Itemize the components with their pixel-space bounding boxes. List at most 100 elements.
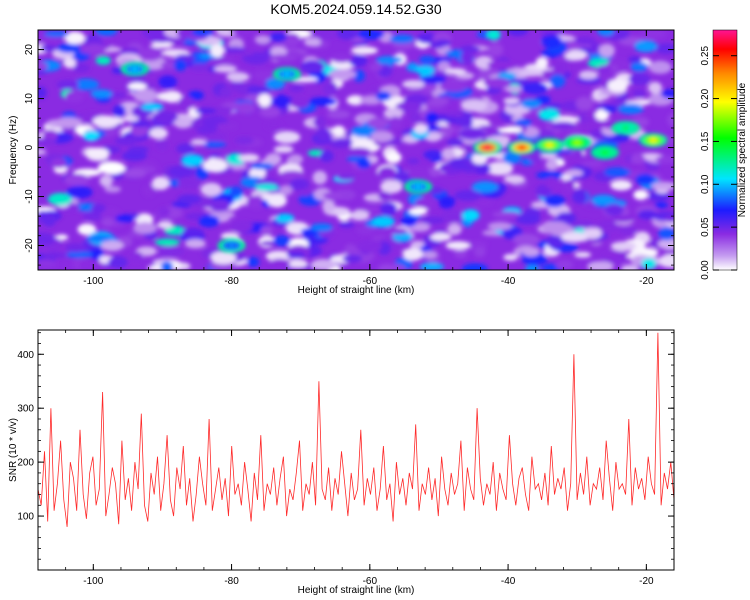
heatmap-cell — [521, 82, 549, 95]
heatmap-cell — [561, 231, 589, 243]
heatmap-cell — [574, 251, 592, 258]
heatmap-cell — [65, 90, 84, 103]
heatmap-cell — [454, 250, 468, 258]
heatmap-cell — [503, 253, 518, 261]
heatmap-cell — [257, 93, 272, 107]
heatmap-cell — [521, 254, 548, 266]
heatmap-cell — [607, 78, 628, 93]
heatmap-cell — [64, 31, 86, 45]
heatmap-cell — [151, 176, 170, 190]
heatmap-cell — [633, 189, 649, 200]
heatmap-cell — [423, 150, 443, 160]
heatmap-cell — [544, 195, 566, 208]
heatmap-cell — [430, 232, 452, 242]
heatmap-cell — [604, 203, 624, 216]
heatmap-cell — [38, 35, 64, 43]
heatmap-cell — [42, 213, 57, 227]
heatmap-cell — [54, 117, 83, 129]
heatmap-cell — [471, 152, 488, 165]
heatmap-cell — [289, 178, 310, 191]
heatmap-cell — [85, 147, 109, 159]
heatmap-cell — [504, 86, 523, 93]
snr-frame — [37, 329, 675, 571]
heatmap-cell — [545, 102, 563, 110]
heatmap-cell — [127, 82, 147, 90]
heatmap-cell — [230, 220, 254, 233]
snr-panel: -100 -80 -60 -40 -20 100 200 300 400 Height of s… — [8, 329, 675, 596]
heatmap-cell — [371, 216, 395, 228]
heatmap-cell — [38, 138, 56, 145]
heatmap-cell — [122, 168, 147, 178]
heatmap-cell — [209, 199, 231, 212]
heatmap-cell — [181, 154, 205, 167]
heatmap-cell — [115, 214, 134, 223]
heatmap-cell — [177, 194, 202, 204]
heatmap-cell — [274, 94, 289, 109]
heatmap-cell — [66, 185, 93, 199]
heatmap-cell — [122, 150, 148, 162]
heatmap-cell — [545, 37, 560, 48]
heatmap-cell — [512, 233, 540, 246]
heatmap-cell — [142, 30, 166, 39]
heatmap-cell — [408, 167, 431, 181]
heatmap-cell — [604, 167, 631, 178]
heatmap-cell — [648, 60, 672, 74]
heatmap-cell — [654, 43, 674, 54]
heatmap-cell — [332, 125, 346, 137]
heatmap-cell — [133, 88, 159, 103]
snr-x-label: Height of straight line (km) — [298, 585, 415, 596]
heatmap-cell — [267, 193, 287, 208]
heatmap-cell — [50, 158, 67, 169]
heatmap-feature-core — [573, 140, 582, 146]
heatmap-cell — [380, 179, 403, 194]
x-tick-label: -100 — [83, 276, 103, 287]
heatmap-cell — [385, 151, 402, 164]
snr-series-line — [38, 332, 674, 527]
heatmap-cell — [264, 121, 284, 130]
heatmap-cell — [273, 145, 294, 154]
heatmap-cell — [152, 110, 179, 125]
heatmap-cell — [564, 50, 588, 61]
heatmap-cell — [566, 220, 595, 229]
heatmap-cell — [254, 183, 279, 191]
heatmap-cell — [205, 132, 228, 141]
heatmap-cell — [326, 110, 351, 119]
heatmap-cell — [460, 50, 474, 65]
heatmap-cell — [216, 122, 238, 130]
heatmap-cell — [211, 106, 234, 116]
heatmap-cell — [658, 227, 674, 241]
heatmap-cell — [173, 59, 187, 71]
heatmap-cell — [596, 65, 612, 74]
heatmap-cell — [104, 185, 122, 193]
heatmap-cell — [367, 117, 389, 130]
heatmap-cell — [285, 258, 308, 268]
heatmap-cell — [441, 147, 456, 161]
heatmap-cell — [473, 244, 486, 258]
heatmap-cell — [471, 181, 499, 193]
heatmap-cell — [130, 120, 151, 128]
heatmap-cell — [603, 105, 618, 113]
colorbar-gradient — [712, 29, 738, 271]
heatmap-cell — [149, 127, 168, 140]
heatmap-cell — [506, 30, 529, 37]
heatmap-cell — [162, 90, 183, 103]
heatmap-cell — [378, 191, 392, 201]
heatmap-cell — [515, 214, 541, 225]
heatmap-cell — [269, 54, 297, 62]
heatmap-cell — [43, 252, 68, 259]
heatmap-cell — [357, 30, 385, 40]
x-tick-label: -40 — [501, 576, 516, 587]
heatmap-cell — [392, 232, 413, 243]
heatmap-cell — [356, 158, 371, 169]
snr-ticks: -100 -80 -60 -40 -20 100 200 300 400 — [17, 330, 675, 587]
y-tick-label: 400 — [17, 350, 34, 361]
heatmap-cell — [83, 43, 106, 55]
heatmap-cell — [550, 121, 576, 130]
heatmap-cell — [43, 31, 69, 38]
heatmap-cell — [571, 150, 584, 159]
heatmap-cell — [434, 39, 452, 47]
y-tick-label: 100 — [17, 512, 34, 523]
heatmap-cell — [288, 85, 304, 93]
